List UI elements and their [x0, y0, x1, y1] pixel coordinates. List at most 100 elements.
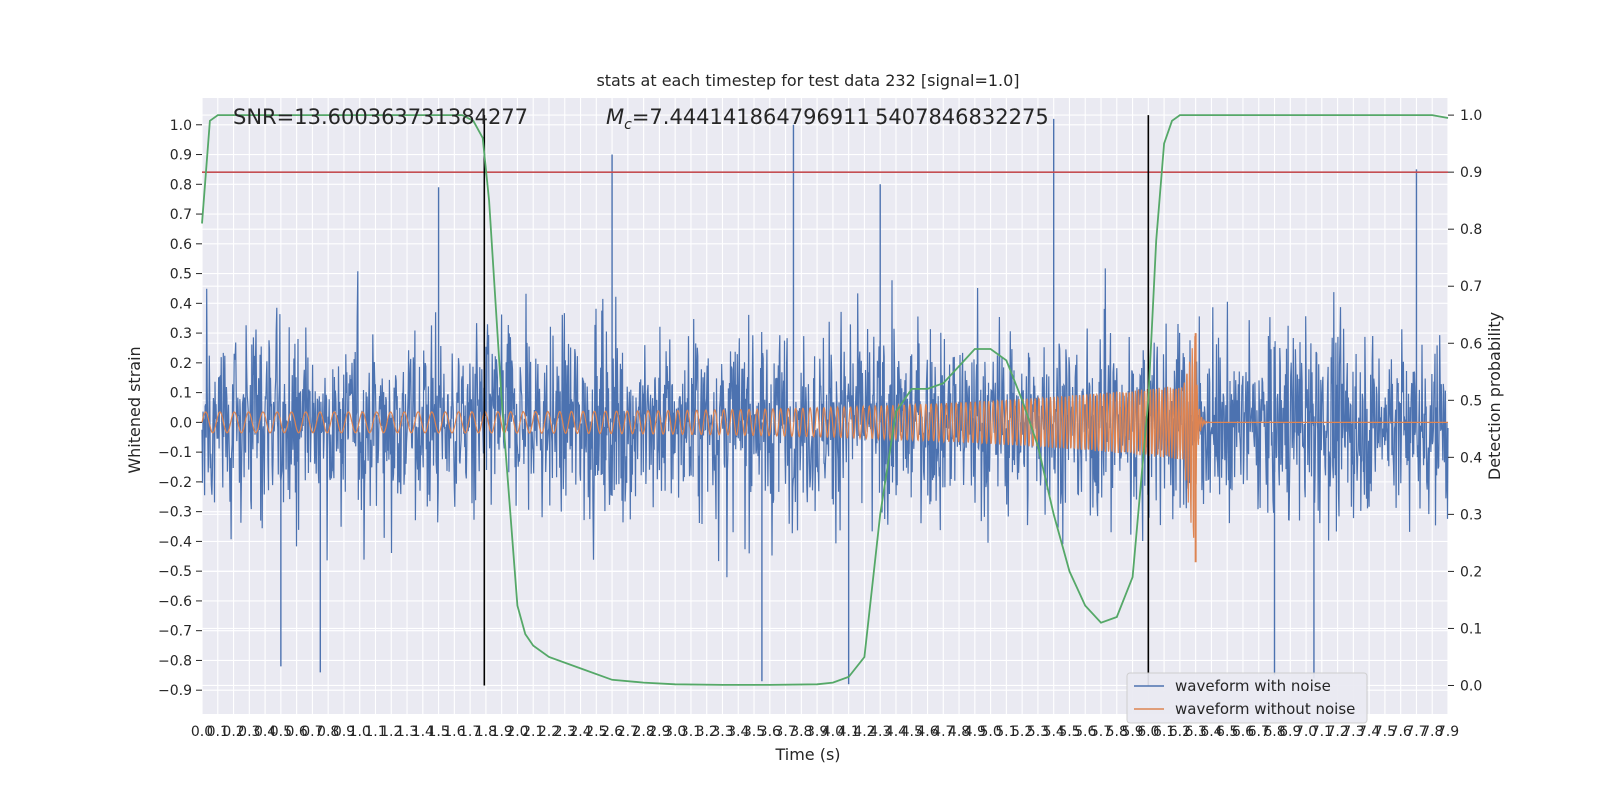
x-tick-label: 5.3 — [1027, 724, 1049, 740]
left-y-tick-label: 1.0 — [170, 118, 192, 134]
left-y-tick-label: −0.3 — [158, 505, 192, 521]
x-tick-label: 6.0 — [1137, 724, 1159, 740]
x-tick-label: 5.0 — [979, 724, 1001, 740]
x-tick-label: 6.9 — [1279, 724, 1301, 740]
x-tick-label: 7.9 — [1437, 724, 1459, 740]
x-tick-label: 3.9 — [806, 724, 828, 740]
detection-probability-line — [201, 114, 1449, 686]
x-tick-label: 0.4 — [254, 724, 276, 740]
x-tick-label: 3.6 — [759, 724, 781, 740]
x-tick-label: 4.3 — [869, 724, 891, 740]
x-tick-label: 1.6 — [443, 724, 465, 740]
x-tick-label: 5.7 — [1090, 724, 1112, 740]
left-y-tick-label: −0.7 — [158, 624, 192, 640]
x-tick-label: 1.1 — [364, 724, 386, 740]
x-tick-label: 2.7 — [617, 724, 639, 740]
x-tick-label: 2.5 — [585, 724, 607, 740]
x-tick-label: 1.8 — [475, 724, 497, 740]
x-tick-label: 4.1 — [838, 724, 860, 740]
overlapping-annotation: 5407846832275 — [875, 105, 1049, 129]
right-y-tick-label: 0.9 — [1460, 165, 1482, 181]
left-y-tick-label: −0.5 — [158, 564, 192, 580]
x-tick-label: 5.4 — [1043, 724, 1065, 740]
x-tick-label: 7.7 — [1405, 724, 1427, 740]
x-tick-label: 1.2 — [380, 724, 402, 740]
x-tick-label: 5.9 — [1121, 724, 1143, 740]
right-y-tick-label: 0.2 — [1460, 564, 1482, 580]
noisy-waveform-series — [201, 118, 1449, 685]
x-tick-label: 6.2 — [1169, 724, 1191, 740]
x-tick-label: 0.5 — [270, 724, 292, 740]
left-y-tick-label: 0.5 — [170, 267, 192, 283]
clean-waveform-series — [201, 333, 1448, 563]
left-y-tick-label: 0.2 — [170, 356, 192, 372]
x-tick-label: 4.5 — [901, 724, 923, 740]
x-tick-label: 0.0 — [191, 724, 213, 740]
right-y-tick-label: 0.1 — [1460, 621, 1482, 637]
x-tick-label: 7.2 — [1326, 724, 1348, 740]
x-tick-label: 5.8 — [1106, 724, 1128, 740]
x-tick-label: 1.4 — [412, 724, 434, 740]
chart-title: stats at each timestep for test data 232… — [596, 71, 1019, 90]
x-tick-label: 7.8 — [1421, 724, 1443, 740]
noisy-waveform-line — [201, 268, 1449, 578]
x-tick-label: 6.3 — [1185, 724, 1207, 740]
left-y-tick-label: −0.6 — [158, 594, 192, 610]
x-tick-label: 1.3 — [396, 724, 418, 740]
x-tick-label: 7.0 — [1295, 724, 1317, 740]
x-tick-label: 3.4 — [727, 724, 749, 740]
left-y-tick-label: 0.7 — [170, 207, 192, 223]
left-y-tick-label: 0.4 — [170, 296, 192, 312]
x-tick-label: 3.2 — [696, 724, 718, 740]
legend-box — [1126, 672, 1368, 724]
left-y-tick-label: −0.8 — [158, 653, 192, 669]
x-tick-label: 7.3 — [1342, 724, 1364, 740]
x-tick-label: 1.9 — [491, 724, 513, 740]
left-y-axis-label: Whitened strain — [125, 346, 144, 473]
x-tick-label: 2.3 — [554, 724, 576, 740]
left-y-tick-label: −0.2 — [158, 475, 192, 491]
chirp-mass-symbol: M — [606, 105, 624, 129]
x-tick-label: 5.2 — [1011, 724, 1033, 740]
x-tick-label: 4.7 — [932, 724, 954, 740]
x-tick-label: 3.5 — [743, 724, 765, 740]
x-tick-label: 2.9 — [648, 724, 670, 740]
x-tick-label: 6.6 — [1232, 724, 1254, 740]
left-y-tick-label: 0.9 — [170, 148, 192, 164]
x-axis-label: Time (s) — [774, 745, 840, 764]
left-y-tick-label: 0.0 — [170, 415, 192, 431]
x-tick-label: 0.7 — [301, 724, 323, 740]
right-y-tick-label: 0.3 — [1460, 507, 1482, 523]
x-tick-label: 7.4 — [1358, 724, 1380, 740]
x-tick-label: 0.2 — [222, 724, 244, 740]
x-tick-label: 7.6 — [1390, 724, 1412, 740]
x-tick-label: 5.6 — [1074, 724, 1096, 740]
x-tick-label: 3.0 — [664, 724, 686, 740]
right-y-tick-label: 0.8 — [1460, 222, 1482, 238]
x-tick-label: 3.8 — [790, 724, 812, 740]
right-y-tick-label: 0.4 — [1460, 450, 1482, 466]
right-y-tick-label: 0.5 — [1460, 393, 1482, 409]
detection-probability-series — [201, 114, 1449, 686]
left-y-tick-labels: 1.0 0.9 0.8 0.7 0.6 0.5 0.4 0.3 0.2 0.1 0.0 −0.1 −0.… — [158, 118, 202, 699]
left-y-tick-label: 0.3 — [170, 326, 192, 342]
x-tick-label: 5.5 — [1058, 724, 1080, 740]
snr-annotation: SNR=13.600363731384277 — [233, 105, 528, 129]
x-tick-label: 2.2 — [538, 724, 560, 740]
x-tick-label: 2.6 — [601, 724, 623, 740]
x-tick-label: 1.7 — [459, 724, 481, 740]
x-tick-label: 0.1 — [207, 724, 229, 740]
right-y-tick-label: 0.6 — [1460, 336, 1482, 352]
x-tick-label: 4.6 — [916, 724, 938, 740]
left-y-tick-label: −0.9 — [158, 683, 192, 699]
x-tick-label: 6.7 — [1248, 724, 1270, 740]
right-y-tick-label: 1.0 — [1460, 108, 1482, 124]
x-tick-label: 0.6 — [286, 724, 308, 740]
chirp-mass-value: =7.444141864796911 — [632, 105, 870, 129]
x-tick-label: 3.3 — [711, 724, 733, 740]
clean-waveform-line — [201, 336, 1448, 538]
right-y-tick-label: 0.7 — [1460, 279, 1482, 295]
chirp-mass-subscript: c — [624, 117, 632, 133]
right-y-tick-labels: 1.0 0.9 0.8 0.7 0.6 0.5 0.4 0.3 0.2 0.1 0.0 — [1448, 108, 1482, 694]
x-tick-label: 1.5 — [427, 724, 449, 740]
